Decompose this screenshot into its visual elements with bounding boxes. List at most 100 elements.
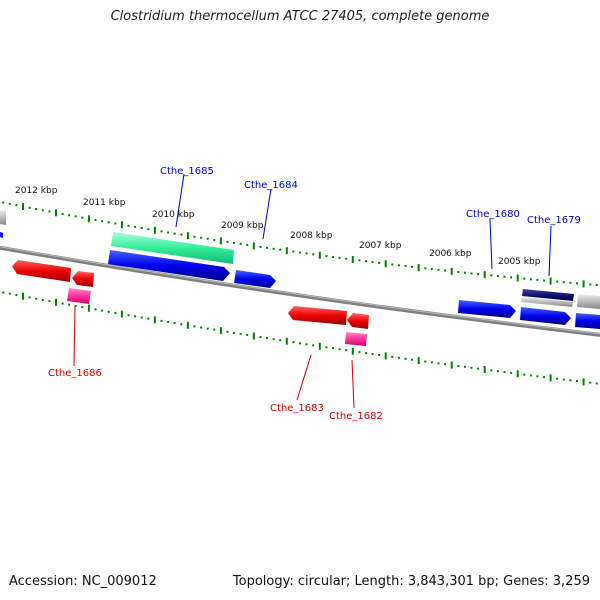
major-tick: [219, 237, 222, 245]
minor-tick: [562, 378, 565, 381]
leader-line: [296, 354, 312, 401]
minor-tick: [160, 319, 163, 322]
major-tick: [22, 203, 24, 210]
gene-feature-gray[interactable]: [521, 297, 573, 307]
gene-feature[interactable]: [0, 210, 6, 225]
minor-tick: [200, 326, 203, 329]
minor-tick: [272, 247, 275, 250]
minor-tick: [127, 224, 130, 227]
minor-tick: [576, 282, 578, 285]
major-tick: [516, 370, 519, 378]
gene-feature-red[interactable]: [288, 306, 347, 325]
minor-tick: [543, 279, 545, 282]
major-tick: [384, 352, 387, 360]
minor-tick: [127, 314, 130, 317]
minor-tick: [173, 232, 176, 235]
gene-label[interactable]: Cthe_1686: [48, 368, 102, 379]
minor-tick: [292, 341, 295, 344]
minor-tick: [463, 271, 466, 274]
minor-tick: [358, 259, 361, 262]
major-tick: [87, 215, 90, 223]
gene-feature-blue[interactable]: [234, 270, 276, 288]
minor-tick: [496, 370, 499, 373]
minor-tick: [523, 277, 526, 280]
minor-tick: [259, 245, 262, 248]
minor-tick: [41, 298, 44, 301]
major-tick: [22, 292, 24, 300]
major-tick: [153, 226, 156, 234]
minor-tick: [266, 246, 268, 249]
gene-feature-pink[interactable]: [67, 288, 91, 304]
minor-tick: [140, 227, 143, 230]
minor-tick: [200, 236, 203, 239]
minor-tick: [8, 202, 11, 205]
minor-tick: [338, 348, 341, 351]
ruler-label: 2009 kbp: [221, 221, 264, 231]
minor-tick: [233, 241, 235, 244]
leader-line: [175, 173, 185, 228]
gene-feature-gray[interactable]: [577, 294, 600, 309]
gene-label[interactable]: Cthe_1684: [244, 180, 298, 191]
minor-tick: [529, 374, 532, 377]
major-tick: [318, 342, 321, 350]
minor-tick: [94, 308, 97, 311]
gene-label[interactable]: Cthe_1680: [466, 209, 520, 220]
ruler-label: 2010 kbp: [152, 210, 195, 220]
major-tick: [582, 280, 585, 288]
major-tick: [417, 264, 420, 272]
gene-feature-teal[interactable]: [111, 232, 234, 264]
minor-tick: [180, 233, 183, 236]
minor-tick: [299, 251, 301, 254]
major-tick: [351, 256, 354, 263]
major-tick: [549, 374, 552, 382]
minor-tick: [160, 230, 163, 233]
minor-tick: [312, 344, 315, 347]
minor-tick: [81, 216, 84, 219]
minor-tick: [529, 278, 532, 281]
gene-feature-blue[interactable]: [575, 313, 600, 329]
gene-label[interactable]: Cthe_1682: [329, 411, 383, 422]
minor-tick: [345, 257, 348, 260]
gene-feature-red[interactable]: [347, 313, 369, 329]
minor-tick: [391, 355, 394, 358]
minor-tick: [147, 317, 150, 320]
gene-feature[interactable]: [0, 232, 3, 238]
minor-tick: [589, 381, 592, 384]
gene-feature-pink[interactable]: [345, 332, 367, 346]
minor-tick: [48, 210, 51, 213]
gene-feature-navy[interactable]: [522, 289, 574, 301]
minor-tick: [397, 356, 400, 359]
minor-tick: [94, 219, 97, 221]
major-tick: [549, 277, 552, 285]
minor-tick: [510, 371, 513, 374]
minor-tick: [365, 260, 367, 263]
minor-tick: [15, 204, 18, 207]
gene-feature-blue[interactable]: [458, 300, 516, 318]
minor-tick: [279, 248, 282, 251]
minor-tick: [167, 231, 170, 234]
major-tick: [417, 357, 420, 365]
minor-tick: [457, 365, 460, 367]
minor-tick: [463, 365, 466, 368]
minor-tick: [28, 206, 31, 209]
gene-feature-blue[interactable]: [520, 307, 571, 325]
minor-tick: [147, 228, 150, 231]
minor-tick: [292, 250, 295, 253]
gene-feature-red[interactable]: [12, 260, 71, 282]
minor-tick: [457, 271, 460, 273]
major-tick: [285, 247, 288, 255]
gene-label[interactable]: Cthe_1679: [527, 215, 581, 226]
minor-tick: [167, 321, 170, 323]
minor-tick: [569, 281, 572, 284]
gene-label[interactable]: Cthe_1685: [160, 166, 214, 177]
gene-label[interactable]: Cthe_1683: [270, 403, 324, 414]
minor-tick: [226, 330, 229, 333]
gene-feature-red[interactable]: [72, 271, 94, 287]
minor-tick: [496, 275, 499, 278]
minor-tick: [259, 336, 262, 339]
ruler-label: 2012 kbp: [15, 186, 58, 196]
minor-tick: [510, 276, 513, 279]
minor-tick: [180, 323, 183, 326]
minor-tick: [193, 325, 196, 328]
gene-feature-blue[interactable]: [108, 250, 230, 281]
